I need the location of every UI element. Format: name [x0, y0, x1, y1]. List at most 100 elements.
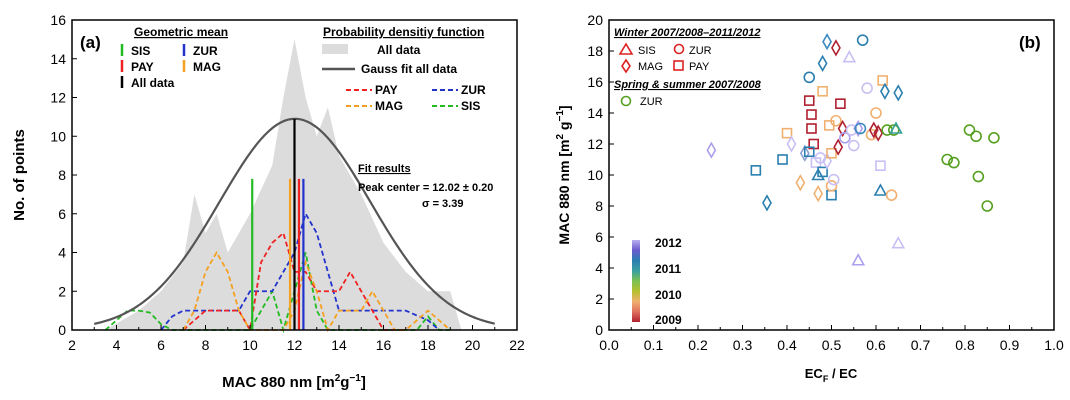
y-tick-label: 4	[595, 260, 603, 276]
scatter-point-square	[817, 86, 828, 97]
y-tick-label: 0	[595, 322, 603, 338]
scatter-point-circle	[845, 124, 858, 136]
scatter-point-square	[826, 189, 837, 201]
pdf-line-mag	[182, 250, 451, 333]
scatter-point-circle	[981, 200, 994, 212]
x-tick-label: 0.3	[733, 337, 753, 353]
fit-results-title: Fit results	[358, 163, 411, 175]
x-tick-label: 0.7	[911, 337, 931, 353]
legend-winter-sis: SIS	[638, 45, 656, 57]
scatter-point-circle	[865, 128, 878, 141]
legend-winter: Winter 2007/2008–2011/2012 SIS ZUR MAG P…	[614, 27, 760, 74]
fit-results: Fit results Peak center = 12.02 ± 0.20 σ…	[358, 163, 493, 210]
legend-spring-zur: ZUR	[640, 96, 663, 108]
legend-geo-pay-label: PAY	[131, 60, 154, 74]
scatter-point-square	[826, 148, 837, 159]
y-tick-label: 18	[587, 43, 603, 59]
x-axis-title-a: MAC 880 nm [m2g−1]	[222, 373, 366, 391]
legend-pdf-pay-label: PAY	[375, 83, 398, 97]
scatter-point-diamond	[762, 194, 772, 212]
y-tick-label: 0	[58, 322, 66, 338]
scatter-point-diamond	[831, 39, 841, 57]
scatter-point-square	[803, 95, 815, 106]
scatter-point-square	[877, 75, 888, 86]
y-tick-label: 12	[587, 136, 603, 152]
y-tick-label: 14	[587, 105, 603, 121]
scatter-points-layer	[706, 33, 1000, 266]
x-tick-label: 0.0	[599, 337, 619, 353]
scatter-point-circle	[972, 170, 985, 183]
spring-circle-marker-icon	[620, 95, 632, 107]
legend-pdf: Probability densitiy function All data G…	[322, 25, 486, 113]
scatter-point-diamond	[893, 84, 904, 102]
legend-pdf-all-label: All data	[377, 43, 421, 57]
x-tick-label: 0.1	[644, 337, 664, 353]
x-tick-label: 6	[157, 337, 165, 353]
x-tick-label: 2	[68, 337, 76, 353]
fit-peak-center: Peak center = 12.02 ± 0.20	[358, 182, 493, 194]
scatter-point-circle	[803, 71, 816, 84]
all-data-area-layer	[105, 39, 462, 330]
x-tick-label: 4	[113, 337, 121, 353]
legend-pdf-title: Probability densitiy function	[323, 25, 484, 39]
colorbar-label-2011: 2011	[655, 262, 681, 276]
y-tick-label: 10	[50, 128, 66, 144]
scatter-point-circle	[861, 82, 873, 94]
y-tick-label: 8	[595, 198, 603, 214]
scatter-point-diamond	[873, 124, 884, 142]
scatter-point-square	[806, 123, 817, 134]
x-tick-label: 16	[376, 337, 392, 353]
x-tick-label: 0.4	[777, 337, 797, 353]
scatter-point-circle	[885, 189, 898, 201]
y-tick-label: 6	[595, 229, 603, 245]
scatter-point-circle	[839, 132, 851, 144]
y-tick-label: 14	[50, 51, 66, 67]
y-tick-label: 16	[50, 12, 66, 28]
legend-winter-pay: PAY	[689, 61, 710, 73]
diamond-marker-icon	[621, 58, 631, 74]
x-tick-label: 0.5	[822, 337, 842, 353]
x-axis-a: 2 4 6 8 10 12 14 16 18 20 22	[68, 325, 525, 353]
geometric-mean-layer	[251, 118, 305, 330]
scatter-point-square	[803, 146, 815, 158]
scatter-point-circle	[830, 114, 842, 127]
scatter-point-diamond	[817, 54, 828, 73]
x-tick-label: 22	[509, 337, 525, 353]
y-tick-label: 16	[587, 74, 603, 90]
fit-sigma: σ = 3.39	[422, 198, 463, 210]
panel-label-a: (a)	[80, 33, 101, 52]
y-tick-label: 8	[58, 167, 66, 183]
scatter-point-square	[817, 166, 828, 178]
scatter-point-square	[823, 120, 835, 131]
scatter-point-circle	[870, 107, 882, 119]
scatter-point-diamond	[833, 138, 844, 156]
scatter-point-square	[777, 154, 788, 165]
colorbar-label-2009: 2009	[655, 313, 682, 327]
x-tick-label: 12	[287, 337, 303, 353]
scatter-point-diamond	[837, 119, 848, 138]
scatter-point-diamond	[706, 141, 717, 159]
scatter-point-circle	[854, 122, 867, 135]
scatter-point-square	[750, 165, 762, 176]
y-tick-label: 12	[50, 90, 66, 106]
scatter-point-square	[781, 127, 793, 139]
legend-winter-title: Winter 2007/2008–2011/2012	[614, 27, 760, 39]
scatter-point-circle	[988, 132, 1000, 144]
x-tick-label: 8	[202, 337, 210, 353]
scatter-point-triangle	[889, 121, 903, 134]
scatter-point-diamond	[822, 33, 832, 51]
pdf-line-pay	[182, 231, 406, 333]
x-tick-label: 14	[331, 337, 347, 353]
legend-geo-zur-label: ZUR	[193, 44, 218, 58]
x-tick-label: 0.2	[688, 337, 708, 353]
y-axis-a: 0 2 4 6 8 10 12 14 16	[50, 12, 77, 338]
y-tick-label: 2	[595, 291, 603, 307]
circle-marker-icon	[673, 43, 685, 55]
scatter-point-diamond	[795, 174, 806, 192]
y-axis-title-a: No. of points	[11, 129, 28, 221]
scatter-point-diamond	[786, 135, 797, 153]
square-marker-icon	[673, 60, 684, 71]
scatter-point-triangle	[851, 253, 866, 266]
